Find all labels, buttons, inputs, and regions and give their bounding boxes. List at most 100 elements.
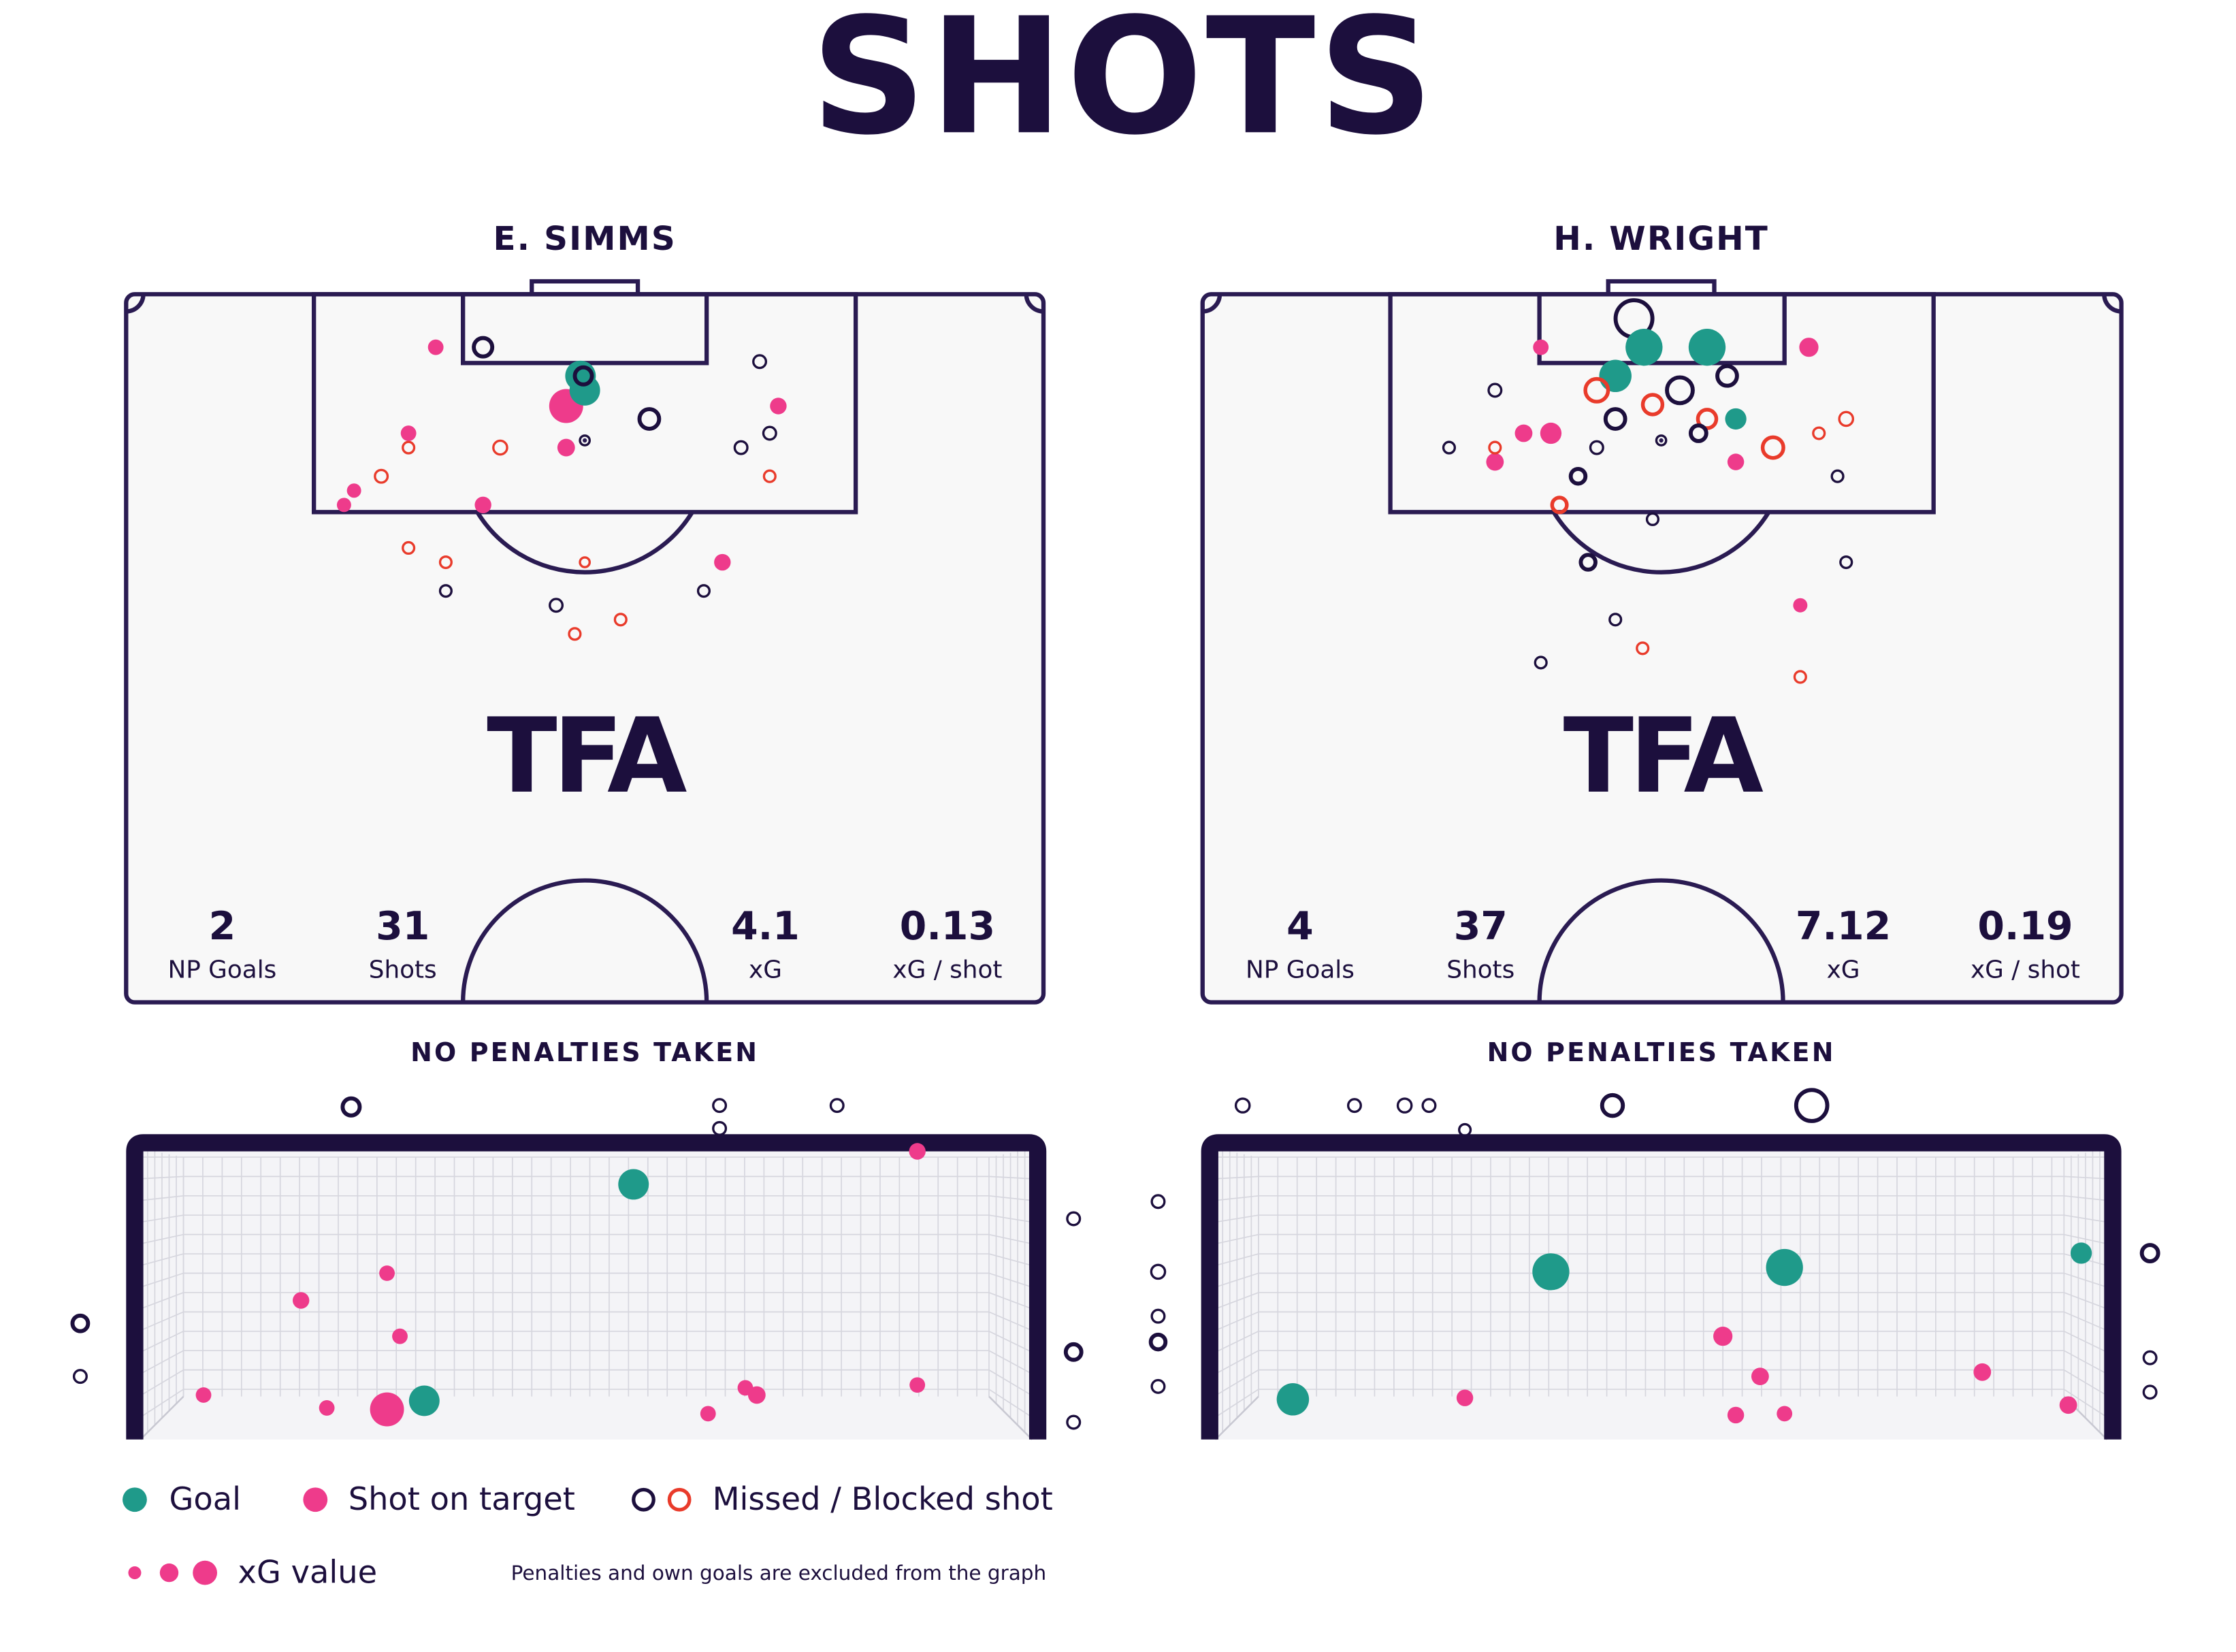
shot-goal [1766, 1248, 1803, 1286]
shot-blocked [568, 627, 582, 641]
stat-value: 37 [1454, 904, 1508, 949]
goalmouth-shots [1148, 1088, 2160, 1424]
pitch-shots [336, 336, 787, 641]
shot-on-target [474, 496, 491, 514]
shot-missed [1063, 1342, 1084, 1362]
shot-blocked [613, 613, 628, 627]
shot-on-target [909, 1143, 926, 1160]
shot-missed [1534, 655, 1548, 670]
shot-missed [1645, 512, 1660, 526]
legend-on-target-marker [303, 1487, 328, 1512]
shot-on-target [2059, 1396, 2077, 1414]
shot-missed [752, 354, 768, 370]
brand-logo: TFA [487, 696, 687, 816]
shot-missed [72, 1369, 88, 1384]
shot-missed [1234, 1097, 1251, 1114]
shot-missed [1600, 1092, 1625, 1118]
shot-on-target [1514, 424, 1533, 442]
shot-missed [549, 598, 564, 613]
brand-logo: TFA [1563, 696, 1764, 816]
goal-line-goal [1606, 279, 1717, 297]
shot-goal [1599, 359, 1632, 393]
legend-missed-marker-dark [632, 1487, 655, 1512]
stat-label: xG / shot [1971, 956, 2080, 984]
shot-missed [829, 1098, 845, 1114]
shot-on-target [1540, 422, 1562, 444]
stat-value: 4 [1286, 904, 1314, 949]
goal-frame [1201, 1134, 2122, 1440]
stat-label: Shots [369, 956, 437, 984]
shot-missed [762, 425, 777, 441]
shot-blocked [1550, 496, 1569, 515]
shot-on-target [714, 553, 731, 571]
goal-net [140, 1148, 1033, 1440]
shot-missed [2139, 1243, 2160, 1263]
corner-arc-left [126, 294, 146, 314]
penalty-spot [1659, 438, 1664, 443]
shot-missed [1150, 1308, 1166, 1324]
stat-np-goals: 2 NP Goals [167, 904, 276, 984]
shot-on-target [1777, 1406, 1793, 1422]
shot-blocked [492, 439, 508, 456]
shot-on-target [379, 1265, 395, 1281]
stat-xg: 7.12 xG [1796, 904, 1891, 984]
pitch [1200, 279, 2124, 1005]
shot-goal [1625, 329, 1663, 366]
shot-on-target [370, 1392, 404, 1427]
shot-missed [1150, 1194, 1166, 1210]
shot-on-target [1973, 1363, 1992, 1381]
shot-missed [340, 1096, 362, 1118]
shot-on-target [392, 1328, 408, 1344]
goal-net-back [1215, 1148, 2107, 1440]
shot-blocked [1838, 410, 1855, 427]
legend: Goal Shot on target Missed / Blocked sho… [123, 1480, 1053, 1590]
legend-note: Penalties and own goals are excluded fro… [511, 1561, 1047, 1585]
shot-goal [408, 1385, 440, 1416]
shot-missed [1715, 363, 1739, 388]
legend-missed-label: Missed / Blocked shot [713, 1480, 1053, 1517]
shot-missed [1487, 383, 1503, 398]
shot-missed [1655, 434, 1668, 447]
stat-label: xG [1827, 956, 1860, 984]
goalmouth [1201, 1134, 2122, 1440]
player-panel-wright: H. WRIGHT TFA 4 NP Goals 37 Shots 7.12 x… [1148, 220, 2160, 1440]
shot-missed [1839, 555, 1853, 570]
shot-missed [1688, 423, 1708, 443]
shot-on-target [1486, 453, 1504, 471]
legend-goal-marker [123, 1487, 147, 1512]
shot-goal [1688, 329, 1726, 366]
corner-arc-left [1202, 294, 1222, 314]
legend-missed-marker-red [667, 1487, 692, 1512]
player-panel-simms: E. SIMMS TFA 2 NP Goals 31 Shots 4.1 xG … [70, 220, 1084, 1440]
centre-circle [461, 878, 709, 1003]
shot-on-target [1799, 338, 1819, 357]
shot-blocked [762, 469, 777, 483]
shot-missed [472, 336, 495, 359]
shot-on-target [346, 483, 361, 498]
shot-on-target [1713, 1327, 1733, 1346]
shot-on-target [195, 1387, 212, 1403]
shot-missed [1421, 1098, 1437, 1114]
stat-value: 4.1 [731, 904, 800, 949]
shot-blocked [1696, 408, 1719, 430]
shot-on-target [427, 339, 444, 355]
shot-on-target [737, 1380, 754, 1396]
shot-missed [70, 1313, 91, 1333]
legend-on-target-label: Shot on target [349, 1480, 575, 1517]
shot-goal [1532, 1253, 1570, 1291]
shot-missed [438, 584, 453, 598]
shot-goal [1725, 408, 1747, 430]
penalty-arc [1551, 511, 1771, 574]
shot-goal [618, 1169, 649, 1200]
shot-missed [1794, 1088, 1830, 1123]
shot-blocked [1583, 376, 1610, 404]
shot-blocked [579, 556, 591, 568]
player-name: H. WRIGHT [1553, 220, 1769, 258]
shot-on-target [292, 1292, 310, 1309]
shot-missed [733, 440, 749, 455]
legend-xg-label: xG value [238, 1553, 378, 1590]
shot-on-target [770, 398, 787, 415]
penalty-arc [475, 511, 694, 574]
shot-on-target [700, 1406, 716, 1422]
pitch-shots [1442, 298, 1855, 684]
